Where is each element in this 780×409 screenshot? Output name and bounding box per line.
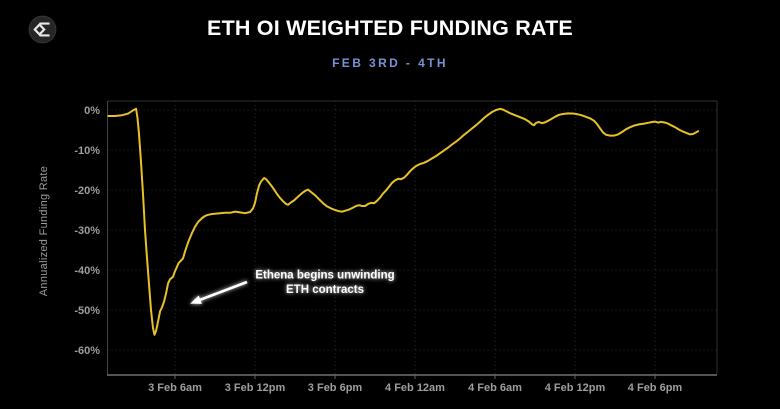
x-tick-label: 4 Feb 12am [385,382,445,394]
y-tick-label: -10% [74,145,100,157]
page-subtitle: FEB 3RD - 4TH [332,56,448,70]
y-tick-label: 0% [84,105,100,117]
annotation: Ethena begins unwinding ETH contracts [190,269,395,304]
funding-rate-line [107,107,700,336]
annotation-arrowhead-icon [190,295,202,304]
axes [107,100,718,379]
page-title: ETH OI WEIGHTED FUNDING RATE [207,16,573,40]
x-tick-label: 3 Feb 6pm [308,382,363,394]
gridlines [107,101,717,375]
y-tick-label: -40% [74,265,100,277]
x-tick-label: 4 Feb 12pm [545,382,606,394]
x-tick-label: 4 Feb 6pm [628,382,683,394]
y-tick-label: -30% [74,225,100,237]
y-tick-label: -50% [74,305,100,317]
y-tick-label: -20% [74,185,100,197]
annotation-arrow-shaft [198,280,248,302]
logo-bars [39,22,50,37]
y-tick-label: -60% [74,345,100,357]
logo-diamond [33,23,46,36]
annotation-line2: ETH contracts [286,284,364,296]
annotation-line1: Ethena begins unwinding [255,269,394,281]
axis-labels: 0% -10% -20% -30% -40% -50% -60% 3 Feb 6am 3 Feb… [74,105,682,394]
sigma-diamond-logo-icon [28,15,57,44]
x-tick-label: 3 Feb 12pm [225,382,286,394]
x-tick-label: 3 Feb 6am [148,382,202,394]
x-tick-label: 4 Feb 6am [468,382,522,394]
